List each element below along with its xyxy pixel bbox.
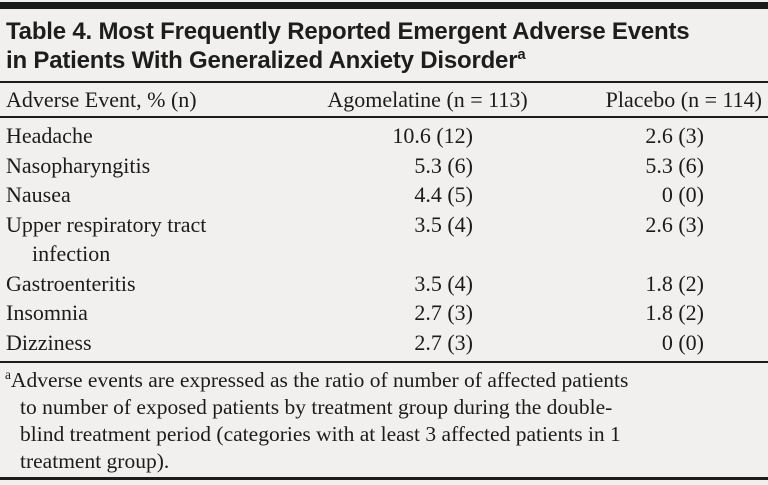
- cell-agomelatine: 5.3 (6): [414, 152, 473, 178]
- cell-placebo: 5.3 (6): [645, 152, 704, 178]
- cell-placebo: 2.6 (3): [645, 211, 704, 237]
- table-title-line2: in Patients With Generalized Anxiety Dis…: [6, 47, 526, 74]
- cell-placebo: 0 (0): [661, 329, 704, 355]
- table-row-nausea: Nausea 4.4 (5) 0 (0): [0, 180, 768, 210]
- footnote-marker: a: [5, 366, 11, 382]
- footnote-line-2: to number of exposed patients by treatme…: [20, 395, 613, 419]
- cell-placebo: 1.8 (2): [645, 270, 704, 296]
- table-row-dizziness: Dizziness 2.7 (3) 0 (0): [0, 328, 768, 358]
- cell-event: Dizziness: [6, 329, 92, 355]
- body-rule: [0, 361, 768, 363]
- table-title: Table 4. Most Frequently Reported Emerge…: [0, 9, 768, 81]
- footnote-line-4: treatment group).: [20, 449, 170, 473]
- table-header-row: Adverse Event, % (n) Agomelatine (n = 11…: [0, 83, 768, 116]
- title-footnote-marker: a: [517, 47, 526, 63]
- cell-event-line1: Upper respiratory tract: [6, 211, 207, 237]
- table-row-gastroenteritis: Gastroenteritis 3.5 (4) 1.8 (2): [0, 269, 768, 299]
- cell-placebo: 2.6 (3): [645, 123, 704, 148]
- cell-event: Headache: [6, 123, 93, 148]
- bottom-rule: [0, 477, 768, 480]
- cell-event: Nausea: [6, 182, 71, 207]
- cell-placebo: 0 (0): [661, 182, 704, 207]
- cell-agomelatine: 3.5 (4): [414, 270, 473, 296]
- table-row-nasopharyngitis: Nasopharyngitis 5.3 (6) 5.3 (6): [0, 151, 768, 181]
- table-body: Headache 10.6 (12) 2.6 (3) Nasopharyngit…: [0, 118, 768, 361]
- column-header-placebo: Placebo (n = 114): [605, 86, 762, 112]
- table-row-headache: Headache 10.6 (12) 2.6 (3): [0, 121, 768, 151]
- footnote-line-3: blind treatment period (categories with …: [20, 422, 621, 446]
- cell-agomelatine: 3.5 (4): [414, 211, 473, 237]
- table-top-bar: [0, 2, 768, 9]
- cell-event: Nasopharyngitis: [6, 152, 151, 178]
- header-rule: [0, 116, 768, 118]
- footnote-line-1: aAdverse events are expressed as the rat…: [5, 366, 629, 392]
- table-title-line1: Table 4. Most Frequently Reported Emerge…: [6, 18, 690, 45]
- column-header-agomelatine: Agomelatine (n = 113): [327, 86, 528, 112]
- cell-agomelatine: 10.6 (12): [392, 123, 473, 148]
- cell-event-line2: infection: [32, 241, 111, 266]
- cell-agomelatine: 4.4 (5): [414, 182, 473, 207]
- column-header-adverse-event: Adverse Event, % (n): [6, 86, 197, 112]
- cell-agomelatine: 2.7 (3): [414, 329, 473, 355]
- cell-event: Insomnia: [6, 300, 88, 325]
- cell-placebo: 1.8 (2): [645, 300, 704, 325]
- cell-event: Upper respiratory tract infection: [0, 210, 303, 269]
- title-rule: [0, 81, 768, 83]
- table-footnote: aAdverse events are expressed as the rat…: [0, 363, 768, 475]
- table-row-insomnia: Insomnia 2.7 (3) 1.8 (2): [0, 298, 768, 328]
- table-row-upper-respiratory-tract-infection: Upper respiratory tract infection 3.5 (4…: [0, 210, 768, 269]
- cell-event: Gastroenteritis: [6, 270, 136, 296]
- cell-agomelatine: 2.7 (3): [414, 300, 473, 325]
